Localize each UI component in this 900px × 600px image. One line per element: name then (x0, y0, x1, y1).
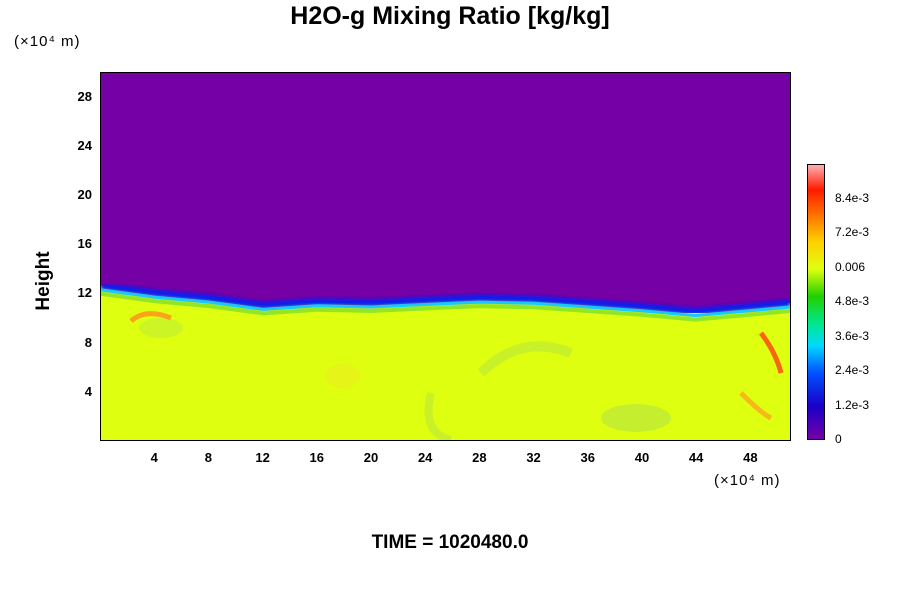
x-axis-unit: (×10⁴ m) (714, 472, 781, 489)
moist-pocket (325, 364, 361, 388)
x-tick-label: 20 (363, 450, 379, 465)
moist-streak (758, 331, 784, 374)
x-tick-label: 28 (472, 450, 487, 465)
transition-band-cyan (100, 288, 791, 318)
colorbar-tick-label: 2.4e-3 (835, 363, 870, 377)
chart-title: H2O-g Mixing Ratio [kg/kg] (290, 2, 610, 30)
y-axis-label: Height (33, 251, 54, 311)
time-label: TIME = 1020480.0 (371, 532, 529, 553)
y-tick-label: 28 (77, 88, 92, 104)
moist-pocket (139, 318, 183, 338)
x-tick-label: 16 (309, 450, 325, 465)
x-tick-label: 24 (417, 450, 433, 465)
moist-pocket (601, 404, 671, 432)
transition-band-green (100, 291, 791, 322)
x-tick-label: 40 (634, 450, 650, 465)
colorbar-tick-label: 8.4e-3 (835, 190, 870, 205)
colorbar-gradient (808, 165, 824, 439)
x-tick-label: 4 (150, 450, 158, 465)
moist-streak (129, 311, 172, 323)
y-tick-label: 20 (77, 187, 92, 202)
y-axis-unit: (×10⁴ m) (14, 33, 81, 50)
moist-pockets (129, 311, 784, 444)
moist-swirl (477, 341, 573, 377)
transition-band-blue (100, 282, 791, 316)
moist-streak (739, 391, 773, 421)
x-tick-label: 36 (580, 450, 595, 465)
x-tick-label: 32 (526, 450, 541, 465)
x-tick-label: 48 (743, 450, 758, 465)
y-tick-label: 12 (77, 285, 92, 301)
y-tick-label: 24 (77, 137, 92, 153)
colorbar-tick-label: 0 (835, 432, 842, 446)
colorbar-tick-label: 4.8e-3 (835, 294, 870, 308)
colorbar-tick-label: 1.2e-3 (835, 397, 870, 412)
moist-lower-layer (101, 285, 790, 440)
plot-area (100, 72, 791, 444)
heatmap-field (100, 73, 791, 444)
colorbar-tick-label: 7.2e-3 (835, 225, 870, 239)
x-tick-label: 12 (255, 450, 270, 465)
colorbar (807, 164, 825, 440)
y-tick-label: 4 (84, 383, 92, 399)
y-tick-label: 16 (77, 236, 92, 252)
x-tick-label: 8 (204, 450, 212, 465)
y-tick-label: 8 (84, 334, 92, 350)
colorbar-tick-label: 0.006 (835, 259, 866, 274)
colorbar-tick-label: 3.6e-3 (835, 328, 870, 343)
moist-swirl (424, 392, 453, 444)
x-tick-label: 44 (688, 450, 704, 465)
